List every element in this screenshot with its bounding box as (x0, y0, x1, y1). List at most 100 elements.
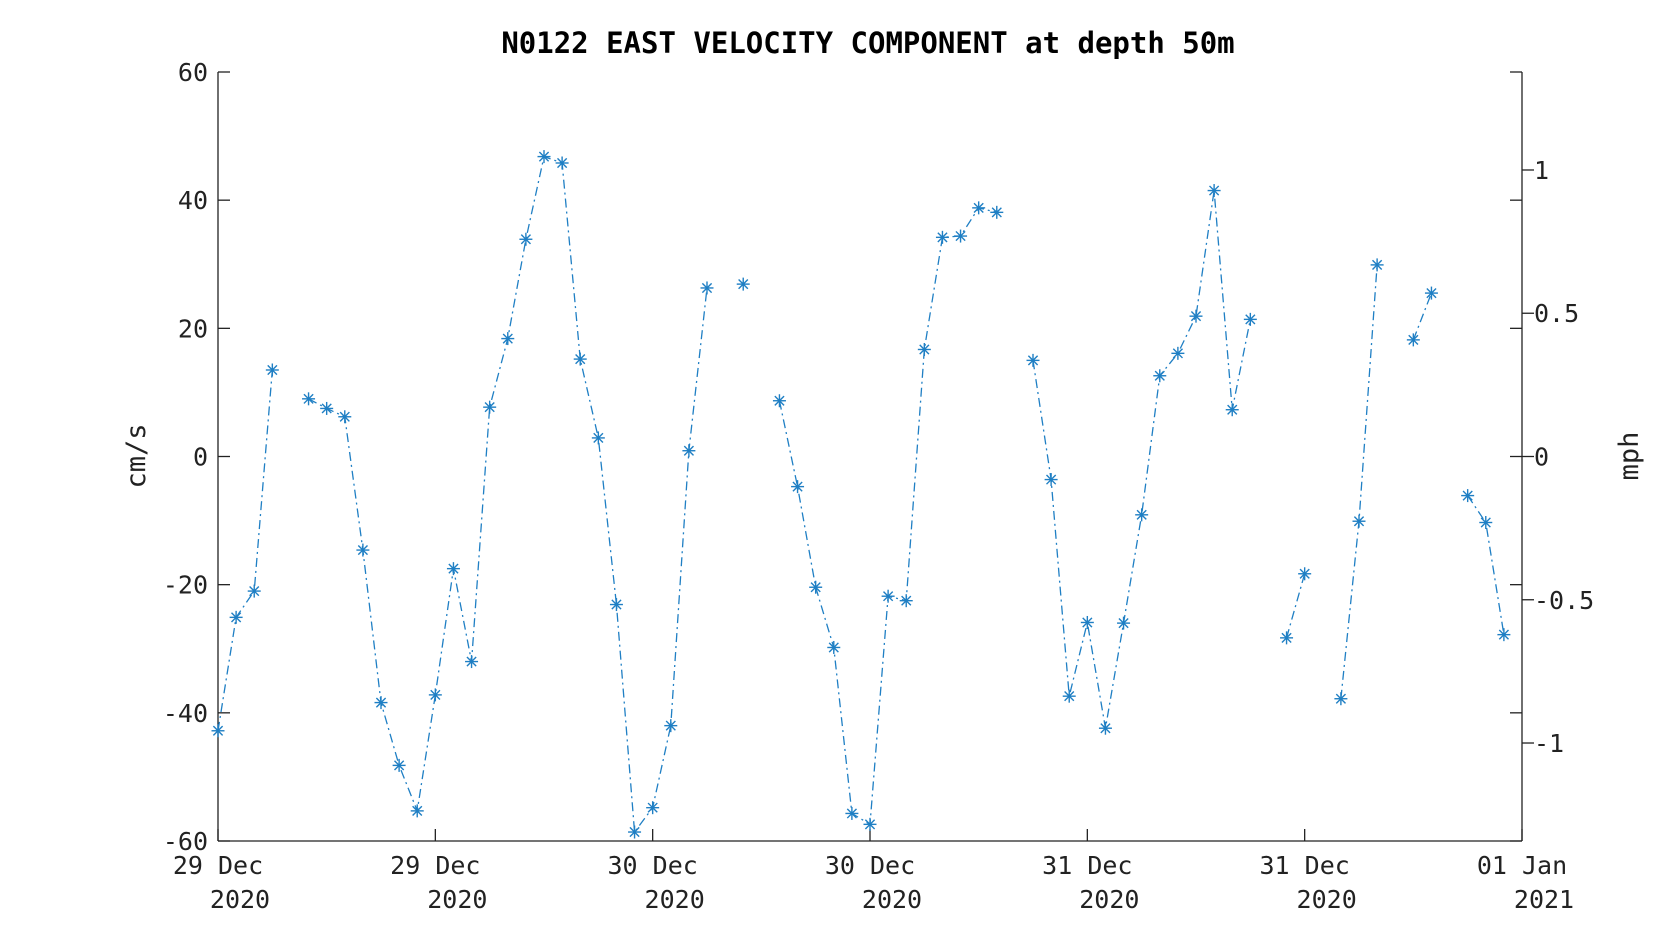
data-point-marker (1225, 403, 1239, 417)
x-tick-label-date: 01 Jan (1477, 851, 1567, 880)
series-line-segment (778, 207, 997, 826)
y-tick-label: 20 (178, 314, 208, 343)
y2-axis-label: mph (1614, 432, 1645, 481)
data-point-marker (990, 205, 1004, 219)
data-point-marker (954, 229, 968, 243)
data-point-marker (917, 342, 931, 356)
data-point-marker (410, 804, 424, 818)
data-point-marker (302, 392, 316, 406)
y2-tick-label: 1 (1534, 156, 1549, 185)
data-point-marker (1370, 258, 1384, 272)
data-point-marker (1135, 508, 1149, 522)
series (211, 150, 1511, 839)
data-point-marker (265, 363, 279, 377)
data-point-marker (392, 758, 406, 772)
x-tick-label-year: 2020 (1297, 885, 1357, 914)
data-point-marker (1497, 628, 1511, 642)
data-point-marker (863, 817, 877, 831)
data-point-marker (1243, 312, 1257, 326)
series-line-segment (308, 155, 708, 834)
data-point-marker (1044, 473, 1058, 487)
data-point-marker (1280, 631, 1294, 645)
y2-tick-label: -1 (1534, 729, 1564, 758)
data-point-marker (899, 594, 913, 608)
data-point-marker (791, 480, 805, 494)
x-tick-label-year: 2020 (645, 885, 705, 914)
data-point-marker (881, 589, 895, 603)
data-point-marker (483, 400, 497, 414)
x-tick-label-date: 30 Dec (608, 851, 698, 880)
data-point-marker (1334, 692, 1348, 706)
data-point-marker (700, 281, 714, 295)
data-point-marker (1406, 333, 1420, 347)
data-point-marker (465, 655, 479, 669)
x-tick-label-date: 31 Dec (1042, 851, 1132, 880)
data-point-marker (229, 610, 243, 624)
data-point-marker (1062, 689, 1076, 703)
data-point-marker (1298, 567, 1312, 581)
data-point-marker (809, 580, 823, 594)
x-tick-label-year: 2020 (210, 885, 270, 914)
data-point-marker (628, 825, 642, 839)
series-line-segment (1285, 573, 1306, 639)
data-point-marker (1479, 516, 1493, 530)
y-tick-label: -60 (163, 827, 208, 856)
data-point-marker (1153, 369, 1167, 383)
data-point-marker (1171, 346, 1185, 360)
data-point-marker (1080, 615, 1094, 629)
x-tick-label-date: 29 Dec (173, 851, 263, 880)
data-point-marker (736, 277, 750, 291)
y2-tick-label: 0.5 (1534, 299, 1579, 328)
data-point-marker (573, 352, 587, 366)
data-point-marker (1207, 184, 1221, 198)
data-point-marker (211, 724, 225, 738)
data-point-marker (772, 394, 786, 408)
data-point-marker (519, 232, 533, 246)
x-tick-label-year: 2020 (862, 885, 922, 914)
y2-tick-label: 0 (1534, 443, 1549, 472)
series-line-segment (217, 369, 273, 731)
x-ticks: 29 Dec 2020 29 Dec 2020 30 Dec 2020 30 Dec 2020… (173, 829, 1574, 914)
series-line-segment (1340, 264, 1378, 699)
data-point-marker (682, 444, 696, 458)
series-line-segment (1032, 190, 1251, 729)
data-point-marker (1026, 353, 1040, 367)
data-point-marker (320, 401, 334, 415)
x-tick-label-date: 31 Dec (1260, 851, 1350, 880)
x-tick-label-date: 29 Dec (390, 851, 480, 880)
data-point-marker (1424, 286, 1438, 300)
y-axis-label: cm/s (121, 423, 152, 488)
data-point-marker (935, 230, 949, 244)
data-point-marker (972, 201, 986, 215)
data-point-marker (845, 806, 859, 820)
data-point-marker (1098, 721, 1112, 735)
x-tick-label-year: 2020 (427, 885, 487, 914)
chart-title: N0122 EAST VELOCITY COMPONENT at depth 5… (501, 26, 1234, 60)
y-ticks: 60 40 20 0 -20 -40 -60 (163, 58, 1522, 856)
data-point-marker (591, 431, 605, 445)
data-point-marker (338, 410, 352, 424)
data-point-marker (247, 584, 261, 598)
data-point-marker (374, 696, 388, 710)
x-tick-label-date: 30 Dec (825, 851, 915, 880)
data-point-marker (646, 801, 660, 815)
y-tick-label: 60 (178, 58, 208, 87)
y-tick-label: 40 (178, 186, 208, 215)
y2-ticks: 1 0.5 0 -0.5 -1 (1522, 156, 1594, 758)
data-point-marker (501, 332, 515, 346)
data-point-marker (537, 150, 551, 164)
y2-tick-label: -0.5 (1534, 586, 1594, 615)
y-tick-label: -40 (163, 699, 208, 728)
x-tick-label-year: 2021 (1514, 885, 1574, 914)
data-point-marker (664, 719, 678, 733)
data-point-marker (1189, 309, 1203, 323)
series-line-segment (1412, 292, 1433, 341)
data-point-marker (555, 156, 569, 170)
data-point-marker (356, 543, 370, 557)
y-tick-label: -20 (163, 571, 208, 600)
data-point-marker (1461, 489, 1475, 503)
data-point-marker (609, 598, 623, 612)
x-tick-label-year: 2020 (1079, 885, 1139, 914)
y-tick-label: 0 (193, 443, 208, 472)
